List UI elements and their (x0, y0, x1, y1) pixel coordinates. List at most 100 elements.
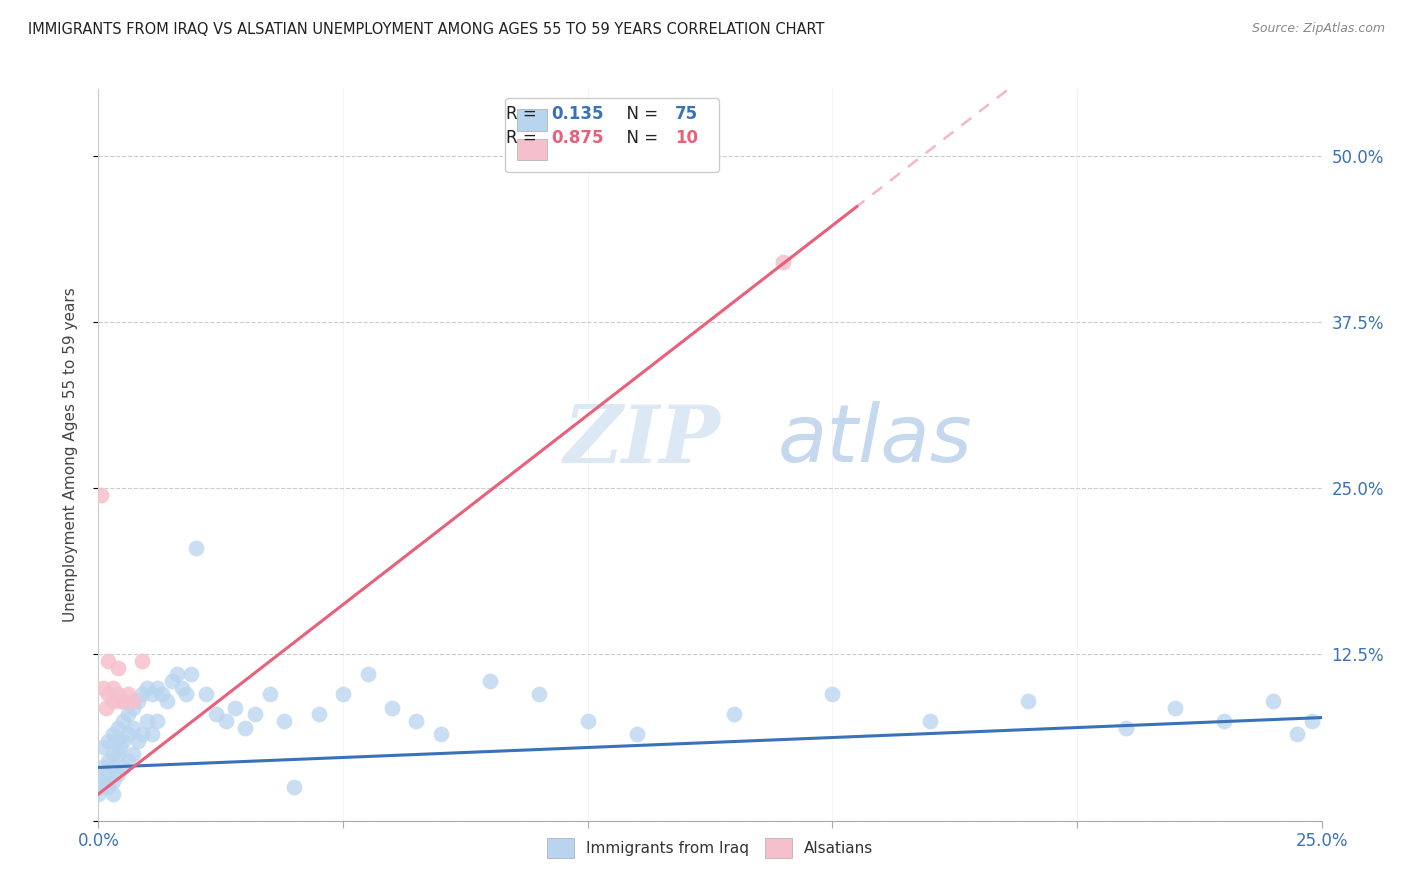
Point (273, 714, 295, 728)
Point (94, 767, 117, 781)
Point (117, 727, 139, 741)
Point (1286, 727, 1309, 741)
Point (91, 740, 114, 755)
Point (97, 754, 120, 768)
Point (146, 714, 169, 728)
Point (576, 714, 599, 728)
Point (160, 673, 183, 688)
Point (195, 687, 218, 701)
Point (101, 760, 124, 774)
Point (101, 787, 124, 801)
Point (127, 734, 149, 748)
Point (176, 687, 198, 701)
Point (121, 747, 143, 761)
Point (107, 687, 129, 701)
Point (97, 654, 120, 668)
Point (478, 673, 501, 688)
Point (91, 773, 114, 788)
Point (332, 687, 354, 701)
Point (111, 714, 134, 728)
Point (131, 654, 153, 668)
Point (166, 667, 188, 681)
Text: ZIP: ZIP (564, 401, 720, 479)
Point (117, 687, 139, 701)
Point (121, 700, 143, 714)
Point (170, 681, 193, 695)
Point (146, 681, 169, 695)
Point (214, 714, 236, 728)
Point (101, 681, 124, 695)
Point (110, 694, 132, 708)
Point (107, 661, 129, 675)
Point (626, 727, 648, 741)
Point (243, 707, 266, 722)
Point (1212, 714, 1234, 728)
Point (920, 714, 942, 728)
Text: N =: N = (616, 129, 664, 147)
Point (111, 734, 134, 748)
Point (136, 681, 159, 695)
Point (259, 687, 281, 701)
Point (1115, 721, 1137, 735)
Point (87, 787, 110, 801)
Text: R =: R = (506, 105, 543, 123)
Point (141, 727, 163, 741)
Point (1261, 694, 1284, 708)
Point (156, 694, 179, 708)
Point (821, 687, 844, 701)
Point (233, 721, 256, 735)
Point (356, 667, 378, 681)
Point (117, 754, 139, 768)
Point (107, 721, 129, 735)
Text: N =: N = (616, 105, 664, 123)
Point (110, 740, 132, 755)
Point (224, 700, 246, 714)
Text: 0.875: 0.875 (551, 129, 603, 147)
Point (136, 714, 159, 728)
Text: R =: R = (506, 129, 543, 147)
Point (101, 747, 124, 761)
Point (1017, 694, 1039, 708)
Point (121, 694, 143, 708)
Point (91, 760, 114, 774)
Point (772, 255, 794, 269)
Point (111, 694, 134, 708)
Point (104, 734, 127, 748)
Point (723, 707, 745, 722)
Point (131, 727, 153, 741)
Point (97, 687, 120, 701)
Point (121, 721, 143, 735)
Point (180, 667, 202, 681)
Point (283, 780, 305, 795)
Text: 10: 10 (675, 129, 697, 147)
Point (1164, 700, 1187, 714)
Point (101, 727, 124, 741)
Point (186, 541, 208, 555)
Point (131, 687, 153, 701)
Legend: Immigrants from Iraq, Alsatians: Immigrants from Iraq, Alsatians (540, 832, 880, 864)
Point (308, 707, 330, 722)
Point (150, 687, 173, 701)
Text: 0.135: 0.135 (551, 105, 603, 123)
Point (205, 707, 228, 722)
Point (127, 694, 149, 708)
Point (107, 747, 129, 761)
Point (117, 707, 139, 722)
Point (527, 687, 550, 701)
Point (101, 694, 124, 708)
Point (405, 714, 427, 728)
Text: atlas: atlas (778, 401, 972, 479)
Point (91, 681, 114, 695)
Point (430, 727, 453, 741)
Point (97, 780, 120, 795)
Y-axis label: Unemployment Among Ages 55 to 59 years: Unemployment Among Ages 55 to 59 years (63, 287, 77, 623)
Point (94, 700, 117, 714)
Point (141, 687, 163, 701)
Text: 75: 75 (675, 105, 697, 123)
Point (90, 780, 112, 795)
Text: IMMIGRANTS FROM IRAQ VS ALSATIAN UNEMPLOYMENT AMONG AGES 55 TO 59 YEARS CORRELAT: IMMIGRANTS FROM IRAQ VS ALSATIAN UNEMPLO… (28, 22, 825, 37)
Point (90, 488, 112, 502)
Text: Source: ZipAtlas.com: Source: ZipAtlas.com (1251, 22, 1385, 36)
Point (101, 773, 124, 788)
Point (1301, 714, 1323, 728)
